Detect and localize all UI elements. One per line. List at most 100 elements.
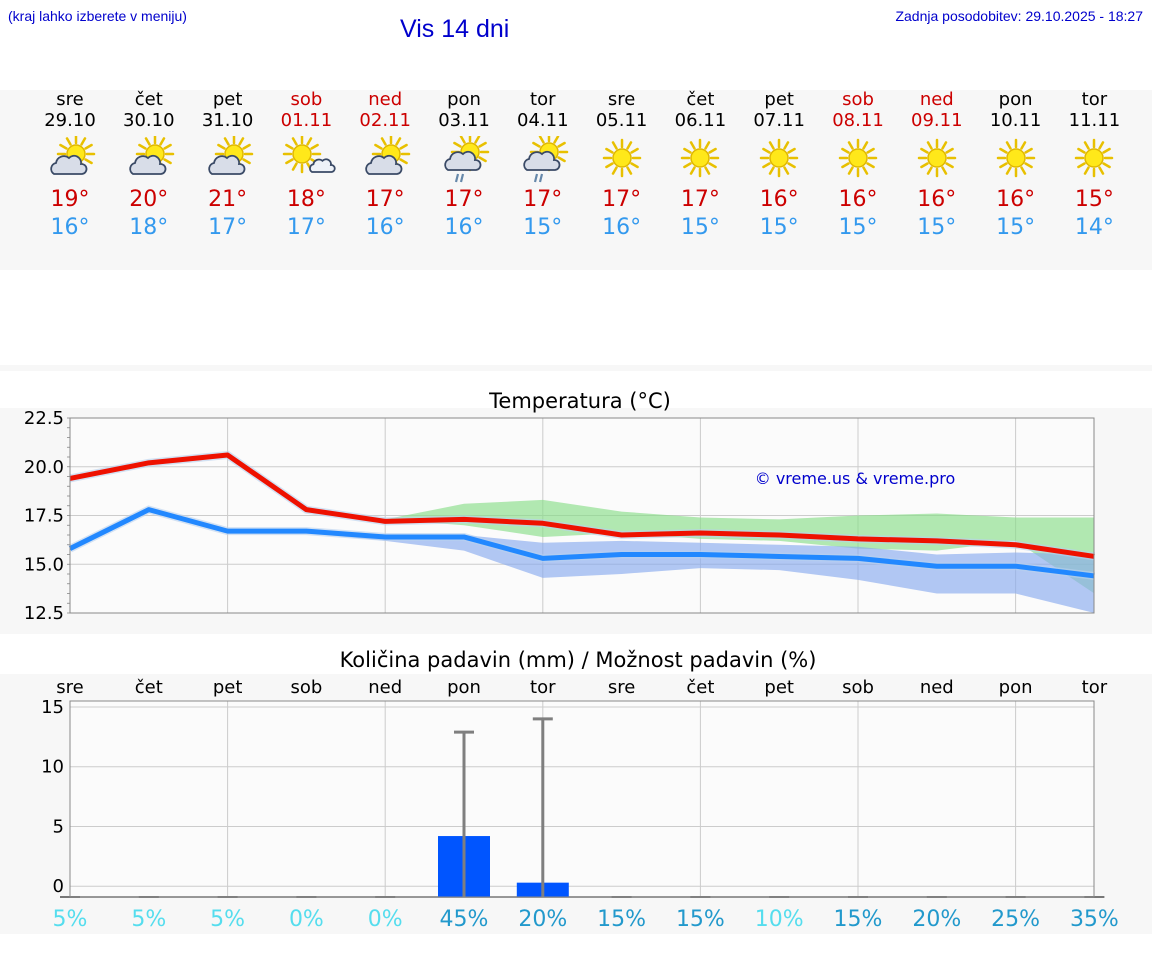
- min-temperature: 15°: [996, 215, 1036, 240]
- separator-band: [0, 365, 1152, 371]
- day-name: sre: [56, 89, 84, 110]
- day-date: 01.11: [280, 110, 333, 131]
- chart-title: Količina padavin (mm) / Možnost padavin …: [340, 648, 817, 672]
- x-category-label: sre: [608, 677, 635, 698]
- sun-cloud-rain-icon: [444, 136, 490, 183]
- day-column: pon 10.11 16° 15°: [976, 90, 1056, 242]
- day-column: pet 31.10 21° 17°: [188, 90, 268, 242]
- day-column: pon 03.11 17° 16°: [424, 90, 504, 242]
- partly-cloudy-icon: [129, 136, 175, 175]
- y-tick-label: 17.5: [24, 506, 64, 527]
- precip-probability: 15%: [834, 907, 883, 932]
- x-category-label: sob: [842, 677, 874, 698]
- plot-frame: [69, 417, 1095, 614]
- max-temperature: 17°: [365, 187, 405, 212]
- x-category-label: pon: [447, 677, 481, 698]
- day-date: 03.11: [438, 110, 490, 131]
- min-temperature: 16°: [444, 215, 484, 240]
- day-name: pon: [998, 89, 1033, 110]
- y-tick-label: 22.5: [24, 408, 64, 429]
- y-tick-label: 0: [53, 876, 64, 897]
- day-name: ned: [919, 89, 954, 110]
- sun-icon: [602, 138, 641, 178]
- x-category-label: ned: [920, 677, 954, 698]
- max-temperature: 16°: [759, 187, 799, 212]
- x-category-label: tor: [530, 677, 556, 698]
- x-category-label: tor: [1082, 677, 1108, 698]
- sun-icon: [1075, 138, 1114, 178]
- cloud-shape: [309, 158, 337, 173]
- plot-area: [70, 701, 1094, 897]
- y-tick-label: 15: [41, 697, 64, 718]
- daily-forecast-strip: sre 29.10 19° 16° čet 30.10 20° 18° pet 31.10 21° 1…: [0, 90, 1152, 270]
- day-date: 08.11: [832, 110, 884, 131]
- day-name: pet: [212, 89, 243, 110]
- min-temperature: 16°: [365, 215, 405, 240]
- day-name: sob: [842, 89, 874, 110]
- day-column: sob 01.11 18° 17°: [266, 90, 346, 242]
- day-column: čet 06.11 17° 15°: [660, 90, 740, 242]
- region-hint: (kraj lahko izberete v meniju): [8, 8, 187, 24]
- day-date: 29.10: [44, 110, 96, 131]
- x-category-label: čet: [135, 677, 163, 698]
- x-category-label: pet: [764, 677, 794, 698]
- y-tick-label: 12.5: [24, 603, 64, 624]
- min-temperature: 18°: [129, 215, 169, 240]
- cloud-shape: [129, 154, 167, 175]
- x-category-label: čet: [686, 677, 714, 698]
- min-temperature: 15°: [759, 215, 799, 240]
- min-temperature: 17°: [208, 215, 248, 240]
- precip-probability: 0%: [289, 907, 324, 932]
- max-temperature: 19°: [50, 187, 90, 212]
- day-column: tor 11.11 15° 14°: [1054, 90, 1134, 242]
- day-name: pon: [447, 89, 481, 110]
- day-date: 10.11: [989, 110, 1042, 131]
- min-temperature: 14°: [1074, 215, 1114, 240]
- max-temperature-spread: [70, 455, 1095, 594]
- precipitation-chart: Količina padavin (mm) / Možnost padavin …: [0, 648, 1152, 934]
- max-temperature: 17°: [444, 187, 484, 212]
- day-column: sre 05.11 17° 16°: [582, 90, 662, 242]
- min-temperature: 15°: [838, 215, 878, 240]
- partly-cloudy-icon: [365, 136, 411, 175]
- cloud-shape: [207, 154, 246, 175]
- sun-icon: [996, 138, 1035, 178]
- day-column: sre 29.10 19° 16°: [30, 90, 110, 242]
- day-date: 30.10: [123, 110, 175, 131]
- day-date: 04.11: [517, 110, 569, 131]
- max-temperature: 18°: [286, 187, 326, 212]
- sun-shape: [1075, 138, 1114, 178]
- last-updated: Zadnja posodobitev: 29.10.2025 - 18:27: [895, 8, 1143, 24]
- precip-probability: 10%: [755, 907, 804, 932]
- precip-probability: 5%: [210, 907, 245, 932]
- day-name: tor: [1081, 89, 1108, 110]
- precip-probability: 15%: [597, 907, 646, 932]
- min-temperature: 16°: [602, 215, 642, 240]
- max-temperature: 20°: [129, 187, 169, 212]
- sun-shape: [996, 138, 1035, 178]
- max-temperature: 15°: [1074, 187, 1114, 212]
- day-column: pet 07.11 16° 15°: [739, 90, 819, 242]
- max-temperature: 16°: [838, 187, 878, 212]
- precip-probability: 20%: [912, 907, 961, 932]
- max-temperature-line: [69, 452, 1095, 559]
- cloud-shape: [523, 150, 561, 171]
- precip-probability: 45%: [440, 907, 489, 932]
- min-temperature: 15°: [523, 215, 563, 240]
- watermark: © vreme.us & vreme.pro: [755, 469, 956, 488]
- cloud-shape: [50, 154, 88, 175]
- precip-probability: 35%: [1070, 907, 1119, 932]
- y-tick-label: 20.0: [24, 457, 64, 478]
- x-category-label: sob: [290, 677, 322, 698]
- cloud-shape: [365, 154, 403, 175]
- day-column: sob 08.11 16° 15°: [818, 90, 898, 242]
- sun-shape: [917, 138, 957, 178]
- precip-probability: 15%: [676, 907, 725, 932]
- partly-cloudy-icon: [207, 136, 253, 175]
- day-date: 06.11: [674, 110, 727, 131]
- x-category-label: sre: [56, 677, 83, 698]
- sun-shape: [759, 138, 799, 178]
- min-temperature: 16°: [50, 215, 90, 240]
- x-category-label: pon: [999, 677, 1033, 698]
- max-temperature: 17°: [523, 187, 563, 212]
